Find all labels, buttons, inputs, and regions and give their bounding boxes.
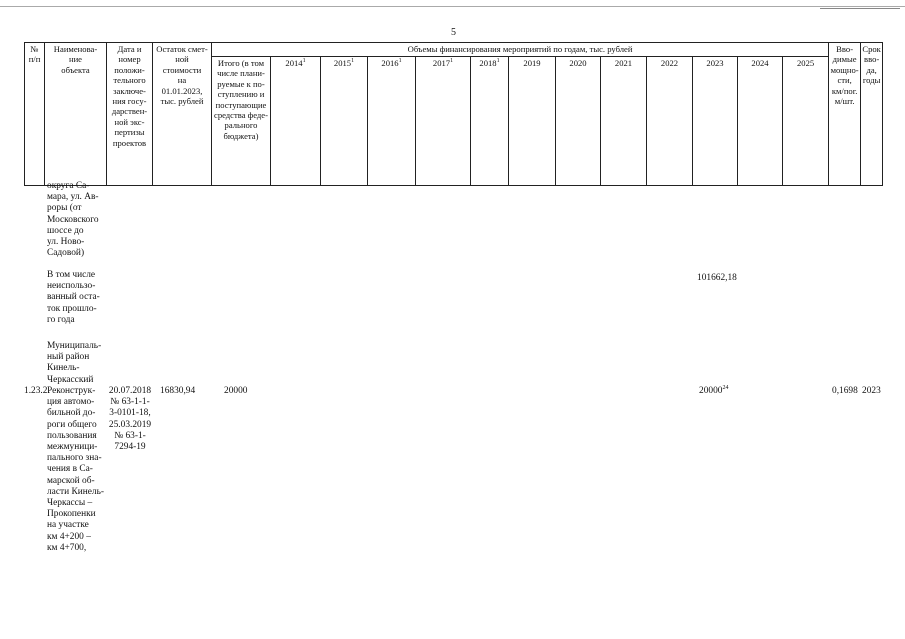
header-capacity: Вво- димые мощно- сти, км/пог. м/шт. bbox=[828, 42, 862, 186]
header-year-2014: 20141 bbox=[270, 56, 321, 186]
row-date: 20.07.2018 № 63-1-1- 3-0101-18, 25.03.20… bbox=[108, 386, 152, 453]
header-year-2020: 2020 bbox=[555, 56, 601, 186]
header-year-2015: 20151 bbox=[320, 56, 368, 186]
header-num: № п/п bbox=[24, 42, 45, 186]
header-year-2023: 2023 bbox=[692, 56, 738, 186]
header-year-2024: 2024 bbox=[737, 56, 783, 186]
header-year-2016: 20161 bbox=[367, 56, 416, 186]
top-rule-short bbox=[820, 8, 900, 9]
row-2023: 2000024 bbox=[699, 384, 729, 396]
header-date: Дата и номер положи- тельного заключе- н… bbox=[106, 42, 153, 186]
row-name: Реконструк- ция автомо- бильной до- роги… bbox=[47, 386, 104, 553]
row-total: 20000 bbox=[224, 386, 248, 396]
header-name: Наименова- ние объекта bbox=[44, 42, 107, 186]
unused-remainder-label: В том числе неиспользо- ванный оста- ток… bbox=[47, 270, 100, 325]
header-remainder: Остаток смет- ной стоимости на 01.01.202… bbox=[152, 42, 212, 186]
table-header: № п/п Наименова- ние объекта Дата и номе… bbox=[24, 42, 884, 186]
top-rule bbox=[0, 6, 905, 7]
header-funding-group: Объемы финансирования мероприятий по год… bbox=[210, 42, 830, 57]
header-term: Срок вво- да, годы bbox=[860, 42, 884, 186]
header-year-2019: 2019 bbox=[508, 56, 556, 186]
header-total: Итого (в том числе плани- руемые к по- с… bbox=[211, 56, 271, 186]
header-year-2017: 20171 bbox=[415, 56, 471, 186]
row-num: 1.23.2. bbox=[24, 386, 50, 396]
continued-object-name: округа Са- мара, ул. Ав- роры (от Москов… bbox=[47, 181, 99, 259]
unused-remainder-2023: 101662,18 bbox=[697, 273, 737, 283]
row-remainder: 16830,94 bbox=[160, 386, 196, 396]
page-number: 5 bbox=[451, 27, 456, 38]
district-label: Муниципаль- ный район Кинель- Черкасский bbox=[47, 341, 102, 385]
row-capacity: 0,1698 bbox=[832, 386, 858, 396]
header-year-2022: 2022 bbox=[646, 56, 693, 186]
row-term: 2023 bbox=[862, 386, 881, 396]
header-year-2018: 20181 bbox=[470, 56, 509, 186]
header-year-2021: 2021 bbox=[600, 56, 647, 186]
header-year-2025: 2025 bbox=[781, 56, 830, 186]
